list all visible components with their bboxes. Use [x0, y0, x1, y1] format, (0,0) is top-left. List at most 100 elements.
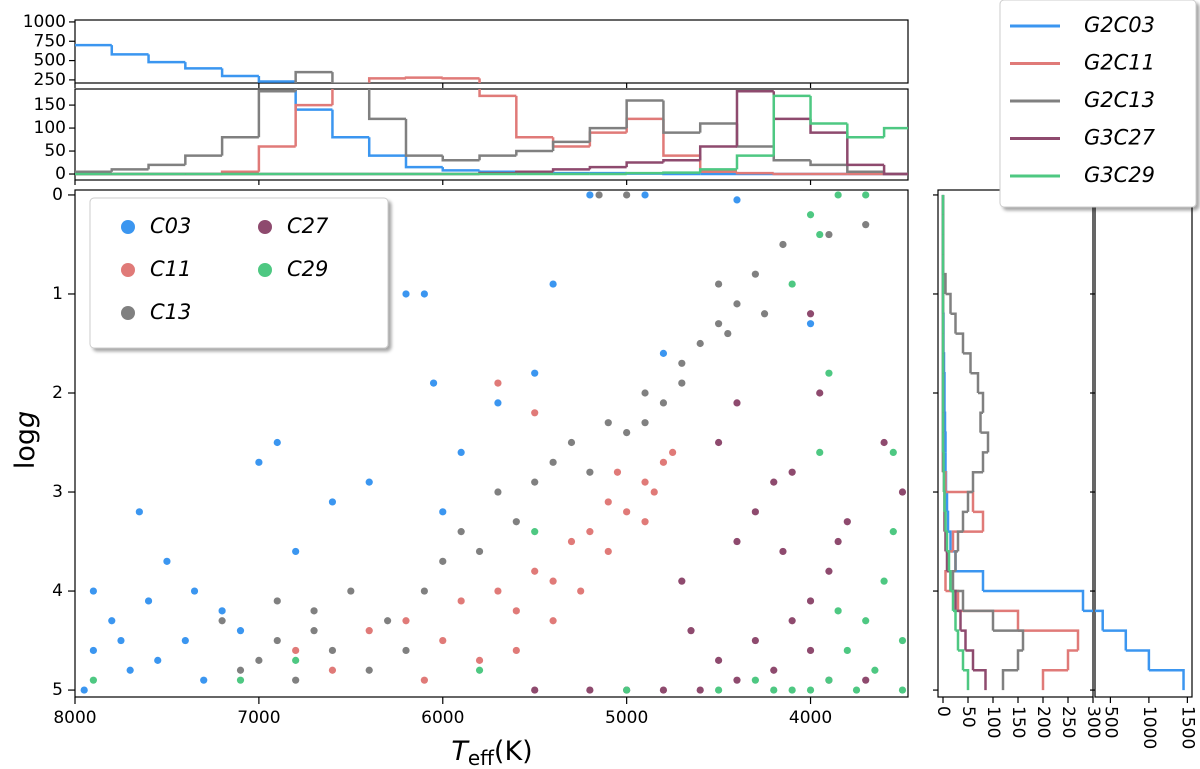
hist-step [971, 470, 983, 493]
hist-step [955, 629, 960, 651]
point [825, 567, 833, 575]
point [439, 557, 447, 565]
point [806, 646, 815, 655]
hist-step [943, 490, 946, 512]
point [641, 419, 649, 427]
point [236, 676, 245, 684]
point [733, 196, 741, 204]
hist-step [942, 470, 946, 493]
hist-step [946, 510, 950, 532]
point [889, 448, 897, 457]
point [659, 686, 668, 694]
hist-step [1072, 294, 1073, 314]
hist-step [944, 530, 947, 552]
point [862, 191, 870, 199]
hist-step [1080, 631, 1085, 651]
hist-step [147, 163, 186, 170]
point [788, 617, 796, 625]
hist-step [811, 97, 848, 98]
point [402, 646, 410, 655]
hist-step [625, 99, 664, 129]
hist-step [882, 126, 908, 138]
point [310, 607, 318, 615]
point [236, 627, 245, 635]
point [613, 468, 622, 476]
point [80, 686, 88, 694]
hist-step [1073, 314, 1074, 334]
point [834, 191, 842, 199]
point [255, 458, 263, 466]
point [678, 379, 686, 387]
hist-step [978, 391, 985, 413]
hist-step [1075, 670, 1076, 690]
hist-step [478, 89, 517, 98]
point [650, 488, 658, 496]
point [816, 389, 824, 397]
hist-step [960, 629, 967, 651]
point [549, 458, 557, 466]
point [292, 656, 300, 664]
hist-step [963, 352, 972, 374]
point [475, 656, 484, 664]
point [871, 666, 879, 674]
hist-step [809, 118, 848, 134]
scatter-points [80, 191, 907, 694]
y-tick-label: 3 [52, 482, 63, 502]
point [779, 547, 787, 556]
hist-step [951, 530, 983, 552]
x-axis-label: Teff(K) [451, 736, 532, 769]
hist-step [404, 155, 443, 169]
point [439, 636, 447, 645]
hist-step [955, 569, 985, 592]
hist-step [847, 91, 884, 93]
point [310, 627, 318, 635]
hist-step [947, 550, 951, 572]
y-tick-label: 5 [52, 680, 63, 700]
y-tick-label: 2 [52, 383, 63, 403]
point [733, 676, 741, 684]
hist-step [1077, 512, 1079, 532]
point [834, 537, 842, 546]
hist-step [331, 89, 334, 106]
hist-step [110, 168, 149, 172]
hist-step [1075, 650, 1076, 670]
hist-step [811, 90, 848, 92]
point [770, 666, 778, 674]
hist-step [1066, 649, 1078, 671]
point [714, 656, 723, 664]
point [862, 617, 870, 625]
point [834, 607, 842, 615]
point [623, 429, 631, 437]
y-tick-label: 750 [34, 31, 66, 51]
point [144, 597, 153, 605]
hist-step [966, 490, 973, 512]
point [181, 636, 189, 645]
hist-step [983, 589, 1085, 611]
hist-step [1076, 373, 1077, 393]
point [696, 339, 704, 348]
point [512, 607, 520, 615]
hist-step [1075, 631, 1076, 651]
hist-step [1073, 591, 1074, 611]
hist-step [588, 131, 627, 147]
hist-step [882, 164, 908, 176]
legend-label: G2C03 [1084, 13, 1155, 37]
x-tick-label: 200 [1033, 706, 1053, 738]
point [439, 508, 447, 516]
hist-step [662, 118, 701, 157]
point [89, 676, 97, 684]
point [806, 310, 815, 318]
hist-step [963, 669, 970, 691]
hist-step [737, 96, 774, 98]
point [751, 270, 759, 278]
hist-step [943, 411, 947, 433]
hist-step [222, 0, 259, 36]
point [218, 607, 226, 615]
point [163, 557, 171, 565]
point [825, 676, 833, 684]
point [678, 359, 686, 367]
hist-step [1087, 670, 1091, 690]
point [641, 518, 649, 526]
point [779, 240, 787, 249]
